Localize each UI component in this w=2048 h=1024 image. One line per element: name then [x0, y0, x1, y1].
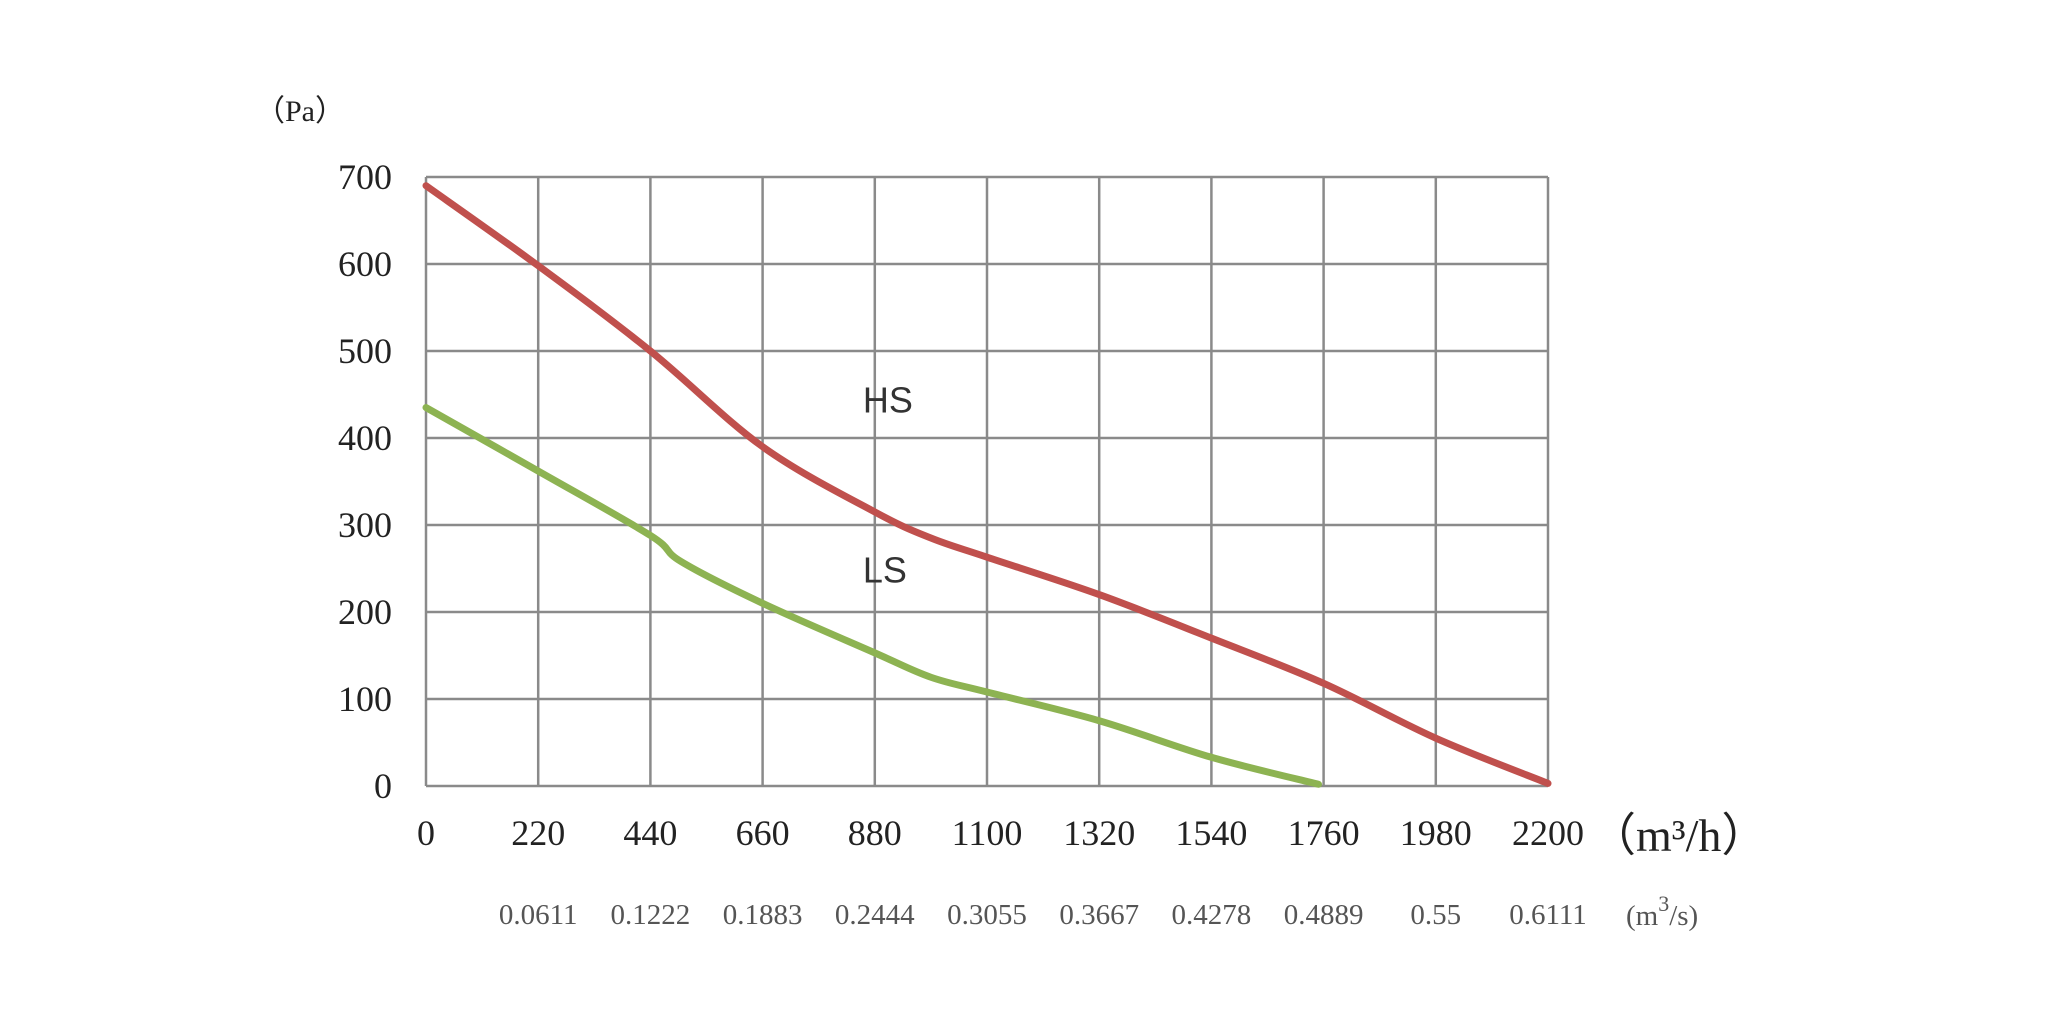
x-tick-label: 880: [848, 813, 902, 853]
x-tick-label: 1980: [1400, 813, 1472, 853]
series-label-ls: LS: [863, 549, 907, 590]
x-tick-label: 1100: [952, 813, 1023, 853]
y-tick-label: 100: [338, 679, 392, 719]
secondary-x-tick-label: 0.1222: [611, 899, 691, 931]
y-tick-label: 600: [338, 244, 392, 284]
secondary-x-tick-label: 0.6111: [1509, 899, 1587, 931]
x-tick-label: 660: [736, 813, 790, 853]
series-lines: [422, 182, 1552, 788]
y-tick-label: 400: [338, 418, 392, 458]
x-axis-unit-label: （m³/h）: [1590, 810, 1767, 861]
y-tick-label: 200: [338, 592, 392, 632]
y-tick-label: 500: [338, 331, 392, 371]
secondary-x-tick-label: 0.2444: [835, 899, 915, 931]
secondary-x-tick-label: 0.3055: [947, 899, 1027, 931]
x-tick-label: 1760: [1288, 813, 1360, 853]
secondary-x-tick-label: 0.4278: [1172, 899, 1252, 931]
x-tick-label: 1320: [1063, 813, 1135, 853]
secondary-x-tick-label: 0.3667: [1059, 899, 1139, 931]
x-tick-label: 2200: [1512, 813, 1584, 853]
x-tick-label: 220: [511, 813, 565, 853]
x-tick-label: 1540: [1175, 813, 1247, 853]
series-label-hs: HS: [863, 380, 913, 421]
y-tick-label: 700: [338, 157, 392, 197]
secondary-x-tick-label: 0.0611: [499, 899, 578, 931]
axis-labels: 0 220 440 660 880 1100 1320 1540 1760 1980 2200 0 10…: [338, 157, 1587, 931]
series-line-hs: [422, 182, 1552, 787]
series-line-ls: [422, 404, 1322, 788]
y-tick-label: 300: [338, 505, 392, 545]
y-tick-label: 0: [374, 766, 392, 806]
secondary-x-axis-unit-label: (m3/s): [1626, 891, 1698, 932]
y-axis-unit-label: （Pa）: [255, 95, 345, 128]
secondary-x-tick-label: 0.55: [1410, 899, 1461, 931]
secondary-x-tick-label: 0.4889: [1284, 899, 1364, 931]
x-tick-label: 440: [623, 813, 677, 853]
secondary-x-tick-label: 0.1883: [723, 899, 803, 931]
x-tick-label: 0: [417, 813, 435, 853]
